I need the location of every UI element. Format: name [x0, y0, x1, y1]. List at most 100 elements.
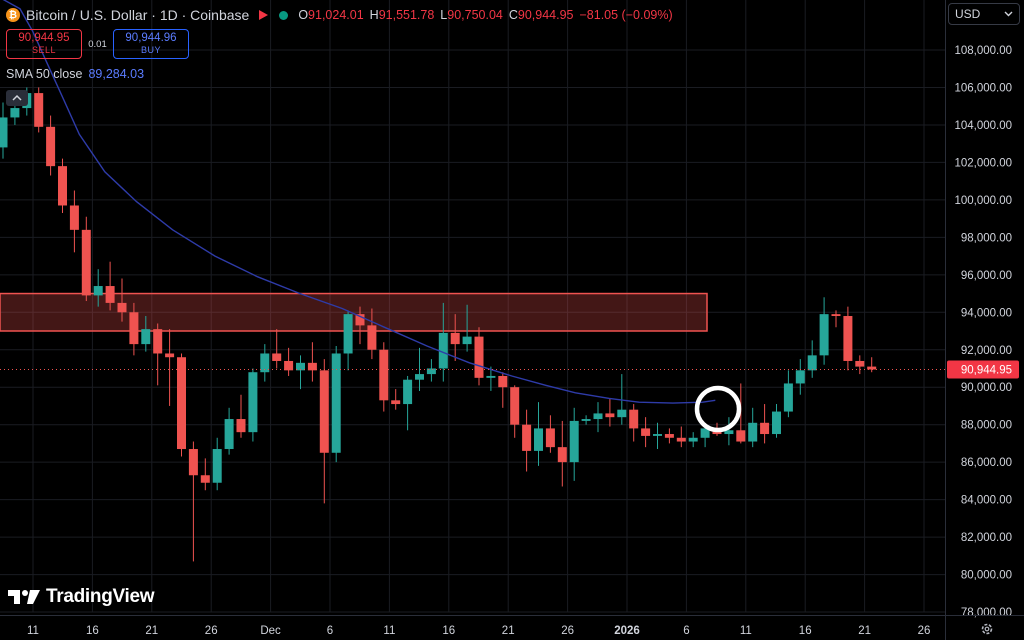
- price-tick-label: 82,000.00: [961, 532, 1012, 544]
- candle-body[interactable]: [34, 93, 44, 127]
- tradingview-logo[interactable]: TradingView: [8, 586, 155, 608]
- candle-body[interactable]: [69, 205, 79, 230]
- candle-body[interactable]: [831, 314, 841, 317]
- candle-body[interactable]: [522, 424, 532, 451]
- candle-body[interactable]: [772, 411, 781, 435]
- chevron-down-icon: [1004, 11, 1013, 17]
- price-tick-label: 108,000.00: [954, 45, 1012, 57]
- candle-body[interactable]: [343, 314, 353, 354]
- candle-body[interactable]: [10, 108, 20, 118]
- candle-body[interactable]: [807, 355, 817, 371]
- candle-body[interactable]: [724, 430, 734, 435]
- price-tick-label: 80,000.00: [961, 570, 1012, 582]
- logo-text: TradingView: [46, 586, 155, 607]
- collapse-legend-button[interactable]: [6, 90, 28, 106]
- candle-body[interactable]: [545, 428, 555, 448]
- time-tick-label: Dec: [260, 625, 281, 637]
- flag-icon[interactable]: [257, 9, 269, 21]
- candle-body[interactable]: [260, 353, 270, 373]
- candle-body[interactable]: [319, 370, 329, 453]
- candle-body[interactable]: [474, 336, 484, 378]
- candle-body[interactable]: [605, 413, 615, 418]
- candle-body[interactable]: [867, 366, 877, 370]
- candle-body[interactable]: [843, 316, 853, 361]
- candle-body[interactable]: [93, 286, 103, 296]
- candle-body[interactable]: [415, 374, 424, 380]
- price-tick-label: 92,000.00: [961, 345, 1012, 357]
- low-value: 90,750.04: [447, 8, 503, 22]
- buy-button[interactable]: 90,944.96 BUY: [113, 29, 189, 59]
- sma-legend[interactable]: SMA 50 close 89,284.03: [6, 67, 144, 81]
- candle-body[interactable]: [296, 362, 305, 371]
- candle-body[interactable]: [117, 302, 127, 313]
- settings-gear-icon[interactable]: [980, 622, 994, 636]
- candle-body[interactable]: [0, 117, 8, 148]
- candle-body[interactable]: [355, 314, 365, 326]
- candle-body[interactable]: [819, 314, 829, 356]
- candle-body[interactable]: [795, 370, 805, 384]
- candle-body[interactable]: [641, 428, 651, 436]
- candle-body[interactable]: [105, 286, 115, 303]
- candle-body[interactable]: [212, 449, 222, 483]
- candle-body[interactable]: [426, 368, 436, 375]
- currency-label: USD: [955, 7, 981, 21]
- candle-body[interactable]: [129, 312, 139, 345]
- candle-body[interactable]: [629, 409, 639, 429]
- candle-body[interactable]: [224, 419, 234, 450]
- candle-body[interactable]: [153, 329, 163, 354]
- candle-body[interactable]: [177, 357, 186, 450]
- candle-body[interactable]: [58, 166, 67, 206]
- candle-body[interactable]: [391, 400, 401, 405]
- candle-body[interactable]: [81, 229, 91, 296]
- candle-body[interactable]: [855, 360, 865, 367]
- candle-body[interactable]: [676, 437, 686, 442]
- candle-body[interactable]: [307, 362, 317, 371]
- candle-body[interactable]: [783, 383, 793, 412]
- candle-body[interactable]: [534, 428, 543, 451]
- candle-body[interactable]: [664, 434, 674, 438]
- candle-body[interactable]: [569, 420, 579, 463]
- candle-body[interactable]: [236, 419, 246, 433]
- candle-body[interactable]: [403, 379, 413, 405]
- candle-body[interactable]: [379, 349, 389, 401]
- symbol-header[interactable]: ₿ Bitcoin / U.S. Dollar · 1D · Coinbase …: [6, 5, 673, 25]
- candle-body[interactable]: [700, 428, 710, 438]
- currency-select[interactable]: USD: [948, 3, 1020, 25]
- candle-body[interactable]: [200, 475, 210, 483]
- candle-body[interactable]: [188, 449, 198, 476]
- candle-body[interactable]: [367, 325, 377, 350]
- candle-body[interactable]: [438, 332, 448, 369]
- price-tick-label: 86,000.00: [961, 457, 1012, 469]
- sma-50-line: [2, 0, 716, 404]
- candle-body[interactable]: [748, 422, 758, 442]
- candle-body[interactable]: [486, 375, 496, 378]
- buy-label: BUY: [140, 45, 161, 55]
- candle-body[interactable]: [248, 372, 258, 433]
- symbol-title[interactable]: Bitcoin / U.S. Dollar · 1D · Coinbase: [26, 7, 250, 23]
- candle-body[interactable]: [760, 422, 770, 435]
- candle-body[interactable]: [331, 353, 341, 453]
- candle-body[interactable]: [557, 447, 567, 463]
- candle-body[interactable]: [593, 413, 603, 420]
- chevron-up-icon: [12, 94, 22, 101]
- candle-body[interactable]: [688, 437, 698, 442]
- high-key: H: [369, 8, 379, 22]
- candle-body[interactable]: [736, 430, 746, 442]
- sma-label: SMA 50 close: [6, 67, 83, 81]
- candle-body[interactable]: [165, 353, 175, 358]
- candle-body[interactable]: [617, 409, 627, 418]
- candle-body[interactable]: [46, 126, 56, 167]
- price-tick-label: 88,000.00: [961, 420, 1012, 432]
- candle-body[interactable]: [653, 434, 662, 436]
- candle-body[interactable]: [462, 336, 472, 345]
- time-tick-label: 11: [383, 625, 395, 637]
- candle-body[interactable]: [284, 360, 294, 371]
- candle-body[interactable]: [510, 387, 520, 425]
- candle-body[interactable]: [450, 332, 460, 345]
- candle-body[interactable]: [581, 419, 591, 421]
- candle-body[interactable]: [272, 353, 282, 361]
- candle-body[interactable]: [141, 329, 151, 345]
- sell-button[interactable]: 90,944.95 SELL: [6, 29, 82, 59]
- candle-body[interactable]: [498, 375, 508, 388]
